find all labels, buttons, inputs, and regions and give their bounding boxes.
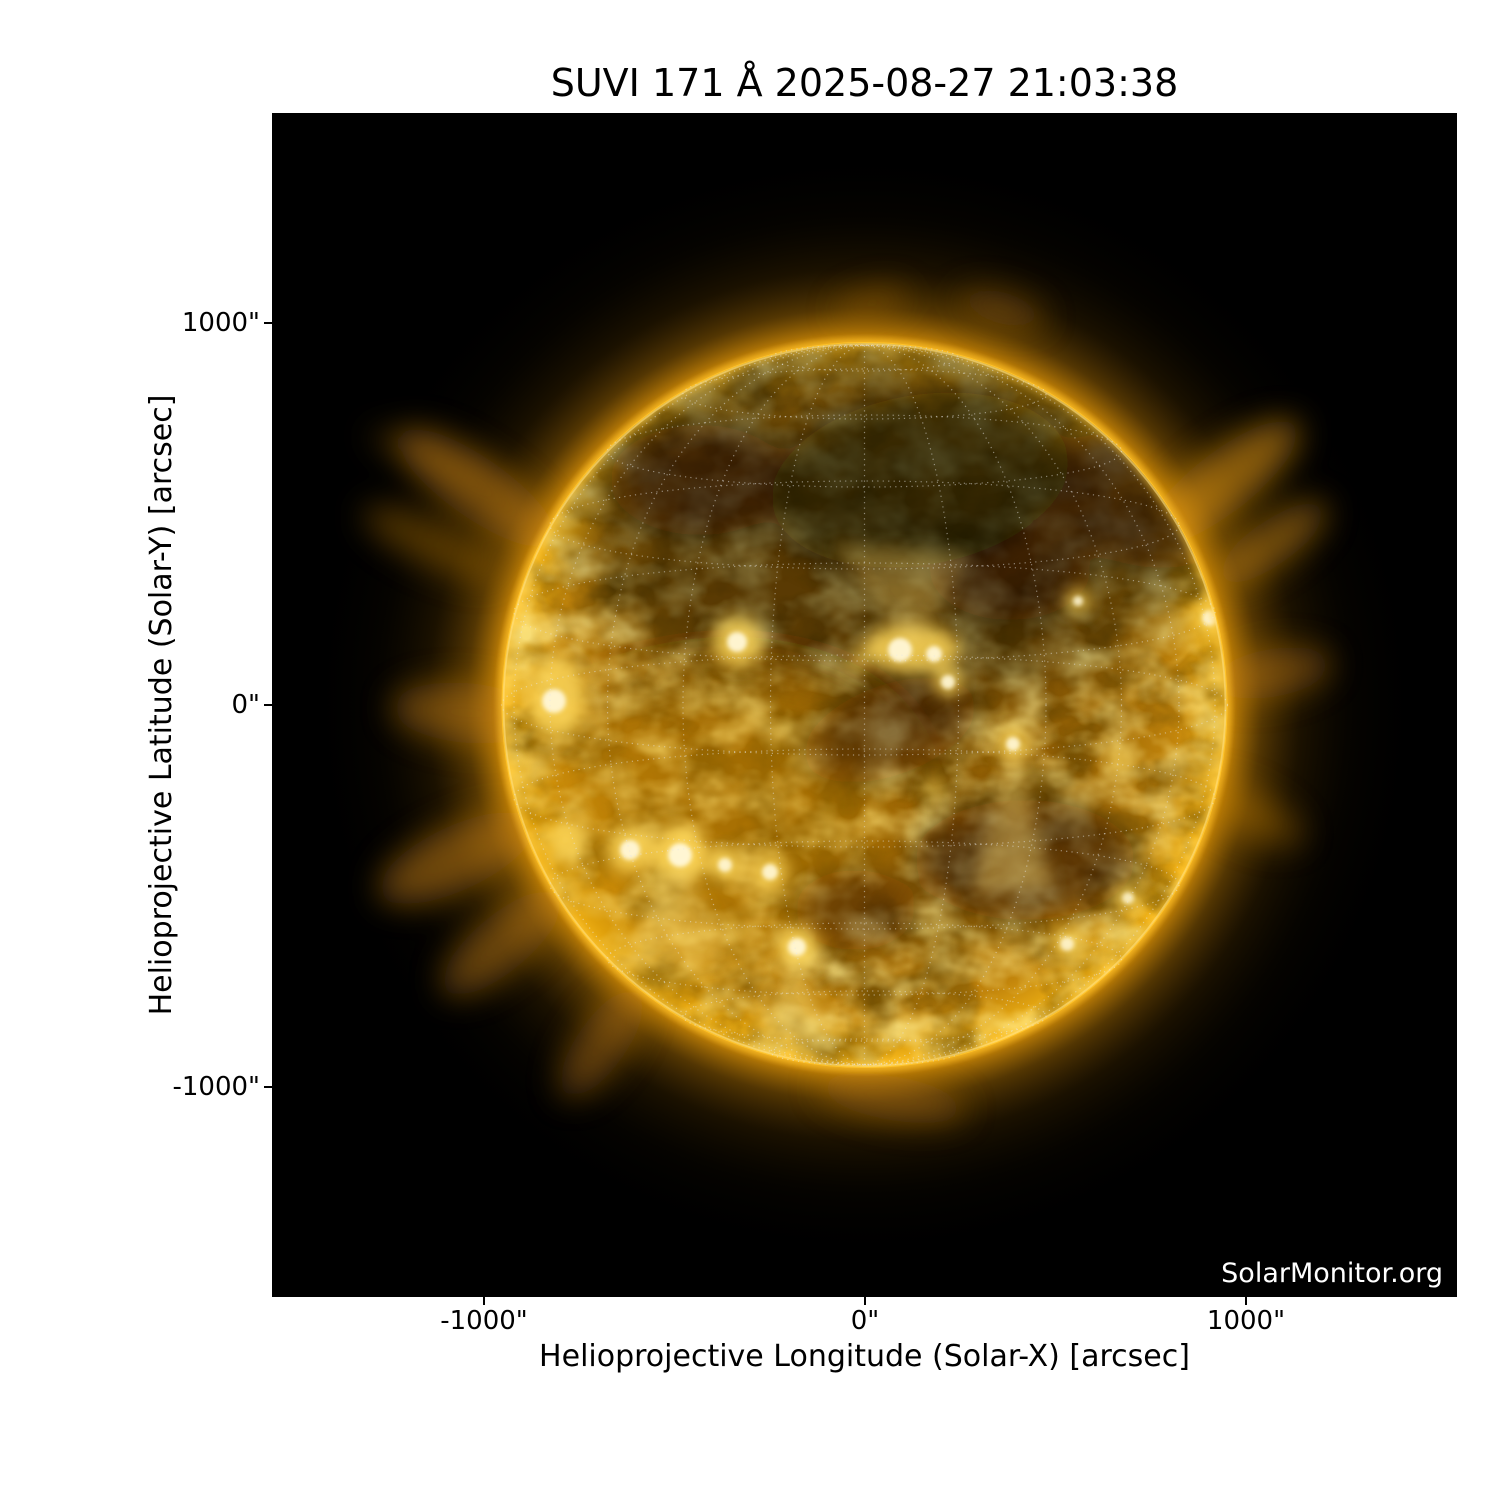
x-tick-label: 0" (850, 1306, 880, 1336)
y-tick-label: -1000" (172, 1072, 260, 1102)
heliographic-grid (500, 344, 1229, 1066)
y-tick-label: 0" (231, 690, 260, 720)
y-tick (264, 704, 272, 706)
y-axis-label: Helioprojective Latitude (Solar-Y) [arcs… (144, 394, 179, 1016)
y-tick (264, 1086, 272, 1088)
x-tick (483, 1297, 485, 1305)
x-axis-label: Helioprojective Longitude (Solar-X) [arc… (539, 1339, 1190, 1374)
page-title: SUVI 171 Å 2025-08-27 21:03:38 (272, 62, 1457, 104)
plot-area: SolarMonitor.org (272, 113, 1457, 1297)
title-angstrom: Å (736, 61, 763, 105)
title-instrument: SUVI 171 (550, 61, 737, 105)
y-tick (264, 322, 272, 324)
corona-streamers (363, 286, 1332, 1124)
title-datetime: 2025-08-27 21:03:38 (762, 61, 1179, 105)
solar-image (272, 113, 1457, 1297)
x-tick-label: 1000" (1206, 1306, 1286, 1336)
x-tick (864, 1297, 866, 1305)
watermark: SolarMonitor.org (1221, 1258, 1443, 1289)
x-tick-label: -1000" (440, 1306, 528, 1336)
y-tick-label: 1000" (181, 308, 260, 338)
x-tick (1245, 1297, 1247, 1305)
